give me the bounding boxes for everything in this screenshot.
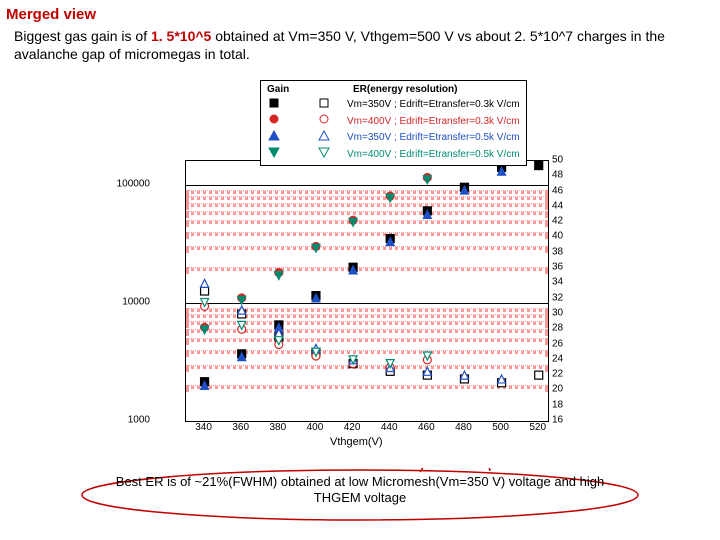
x-tick: 420 xyxy=(344,422,361,433)
legend-row: Vm=350V ; Edrift=Etransfer=0.3k V/cm xyxy=(267,97,520,114)
x-tick: 520 xyxy=(529,422,546,433)
x-tick: 380 xyxy=(269,422,286,433)
legend: Gain ER(energy resolution) Vm=350V ; Edr… xyxy=(260,80,527,166)
y2-tick: 36 xyxy=(552,262,563,273)
y2-tick: 24 xyxy=(552,353,563,364)
y1-tick: 100000 xyxy=(117,178,150,189)
callout: Best ER is of ~21%(FWHM) obtained at low… xyxy=(80,468,640,522)
y2-tick: 18 xyxy=(552,399,563,410)
y2-tick: 20 xyxy=(552,384,563,395)
y2-tick: 42 xyxy=(552,216,563,227)
legend-col2: ER(energy resolution) xyxy=(353,83,457,97)
legend-row: Vm=400V ; Edrift=Etransfer=0.3k V/cm xyxy=(267,113,520,130)
plot-svg xyxy=(186,161,548,421)
y2-tick: 26 xyxy=(552,338,563,349)
callout-text: Best ER is of ~21%(FWHM) obtained at low… xyxy=(110,474,610,507)
x-tick: 400 xyxy=(307,422,324,433)
y2-tick: 30 xyxy=(552,307,563,318)
y2-tick: 38 xyxy=(552,246,563,257)
title: Merged view xyxy=(0,0,720,23)
plot-area xyxy=(185,160,549,422)
x-tick: 500 xyxy=(492,422,509,433)
y2-tick: 44 xyxy=(552,200,563,211)
x-tick: 460 xyxy=(418,422,435,433)
legend-row: Vm=400V ; Edrift=Etransfer=0.5k V/cm xyxy=(267,146,520,163)
legend-col1: Gain xyxy=(267,83,317,97)
x-tick: 340 xyxy=(195,422,212,433)
y2-tick: 32 xyxy=(552,292,563,303)
y2-tick: 22 xyxy=(552,369,563,380)
y2-tick: 48 xyxy=(552,170,563,181)
y2-tick: 40 xyxy=(552,231,563,242)
x-label: Vthgem(V) xyxy=(330,436,383,448)
y2-tick: 50 xyxy=(552,155,563,166)
x-tick: 480 xyxy=(455,422,472,433)
y2-tick: 46 xyxy=(552,185,563,196)
legend-row: Vm=350V ; Edrift=Etransfer=0.5k V/cm xyxy=(267,130,520,147)
desc-highlight: 1. 5*10^5 xyxy=(151,28,211,44)
x-tick: 440 xyxy=(381,422,398,433)
y1-tick: 10000 xyxy=(122,296,150,307)
x-tick: 360 xyxy=(232,422,249,433)
desc-pre: Biggest gas gain is of xyxy=(14,28,151,44)
y2-tick: 28 xyxy=(552,323,563,334)
description: Biggest gas gain is of 1. 5*10^5 obtaine… xyxy=(0,23,720,63)
y2-tick: 34 xyxy=(552,277,563,288)
y1-tick: 1000 xyxy=(128,415,150,426)
y2-tick: 16 xyxy=(552,415,563,426)
